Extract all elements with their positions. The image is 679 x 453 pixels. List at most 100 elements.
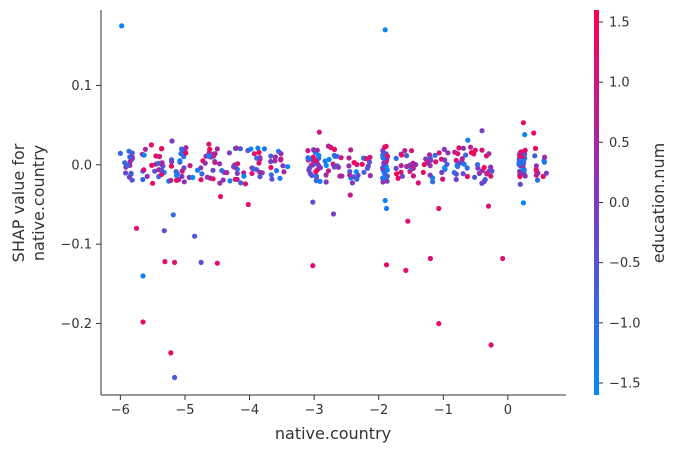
data-point <box>382 144 388 150</box>
data-point <box>173 177 180 183</box>
data-point <box>359 161 365 167</box>
data-point <box>394 171 400 177</box>
data-point <box>323 172 329 178</box>
colorbar-tick-label: 0.0 <box>609 196 630 211</box>
data-point <box>467 144 474 150</box>
data-point <box>129 177 135 183</box>
data-point <box>315 162 322 168</box>
data-point <box>441 146 447 152</box>
data-point <box>187 163 193 169</box>
data-point <box>325 168 332 174</box>
data-point <box>126 148 132 154</box>
data-point <box>241 173 247 179</box>
data-point <box>432 152 438 158</box>
data-point <box>278 157 284 163</box>
data-point <box>427 255 433 262</box>
data-point <box>217 180 223 186</box>
data-point <box>178 151 184 157</box>
data-point <box>531 130 537 136</box>
data-point <box>214 260 220 266</box>
colorbar-tick-label: 1.5 <box>609 16 630 31</box>
data-point <box>533 168 540 174</box>
data-point <box>366 159 373 165</box>
data-point <box>194 167 201 173</box>
data-point <box>316 129 322 135</box>
data-point <box>168 163 175 169</box>
data-point <box>453 176 459 183</box>
data-point <box>520 167 526 173</box>
data-point <box>472 174 478 180</box>
data-point <box>410 173 416 179</box>
data-point <box>461 161 467 167</box>
data-point <box>168 350 174 356</box>
data-point <box>350 174 356 180</box>
data-point <box>395 175 401 181</box>
data-point <box>444 161 450 167</box>
data-point <box>433 159 439 165</box>
data-point <box>332 153 338 159</box>
data-point <box>427 172 433 178</box>
data-point <box>181 179 187 185</box>
data-point <box>436 205 442 212</box>
data-point <box>520 120 527 126</box>
x-axis-label: native.country <box>275 424 391 443</box>
data-point <box>364 165 371 171</box>
data-point <box>403 153 410 159</box>
data-point <box>425 160 431 166</box>
data-point <box>460 171 466 177</box>
data-point <box>367 173 373 179</box>
x-tick-label: −6 <box>111 403 130 418</box>
data-point <box>520 200 527 206</box>
data-point <box>474 162 481 168</box>
data-point <box>170 212 176 218</box>
data-point <box>198 177 204 183</box>
data-point <box>459 156 465 162</box>
data-point <box>323 179 329 185</box>
data-point <box>408 148 415 154</box>
y-tick-label: −0.1 <box>60 238 92 253</box>
x-tick-label: 0 <box>504 403 512 418</box>
data-point <box>251 151 257 157</box>
data-point <box>380 155 386 161</box>
data-point <box>199 171 205 177</box>
data-point <box>479 128 485 134</box>
data-point <box>382 27 388 33</box>
data-point <box>206 141 212 147</box>
data-point <box>521 158 527 164</box>
data-point <box>393 155 399 161</box>
data-point <box>522 132 528 138</box>
data-point <box>310 154 316 160</box>
x-tick-label: −2 <box>369 403 388 418</box>
y-axis-label-line2: native.country <box>29 145 48 261</box>
data-point <box>305 148 311 154</box>
data-point <box>179 173 185 179</box>
data-point <box>540 173 546 180</box>
y-tick-label: −0.2 <box>60 317 92 332</box>
data-point <box>268 153 274 159</box>
data-point <box>516 159 522 165</box>
data-point <box>445 150 451 156</box>
data-point <box>159 167 165 174</box>
colorbar-tick-label: −1.0 <box>609 316 641 331</box>
colorbar <box>594 10 599 395</box>
data-point <box>169 159 175 165</box>
data-point <box>278 151 284 157</box>
data-point <box>285 164 291 170</box>
x-axis-ticks: −6 −5 −4 −3 −2 −1 0 <box>111 395 512 418</box>
data-point <box>122 160 128 166</box>
data-point <box>217 161 223 167</box>
data-point <box>402 148 408 154</box>
data-point <box>436 321 442 327</box>
data-point <box>393 165 399 171</box>
data-point <box>384 178 390 184</box>
data-point <box>361 169 367 175</box>
data-point <box>398 163 404 169</box>
data-point <box>261 146 267 152</box>
x-tick-label: −1 <box>434 403 453 418</box>
data-point <box>472 147 478 153</box>
data-point <box>349 180 355 186</box>
data-point <box>347 192 353 198</box>
data-point <box>383 205 390 212</box>
data-point <box>140 176 146 183</box>
